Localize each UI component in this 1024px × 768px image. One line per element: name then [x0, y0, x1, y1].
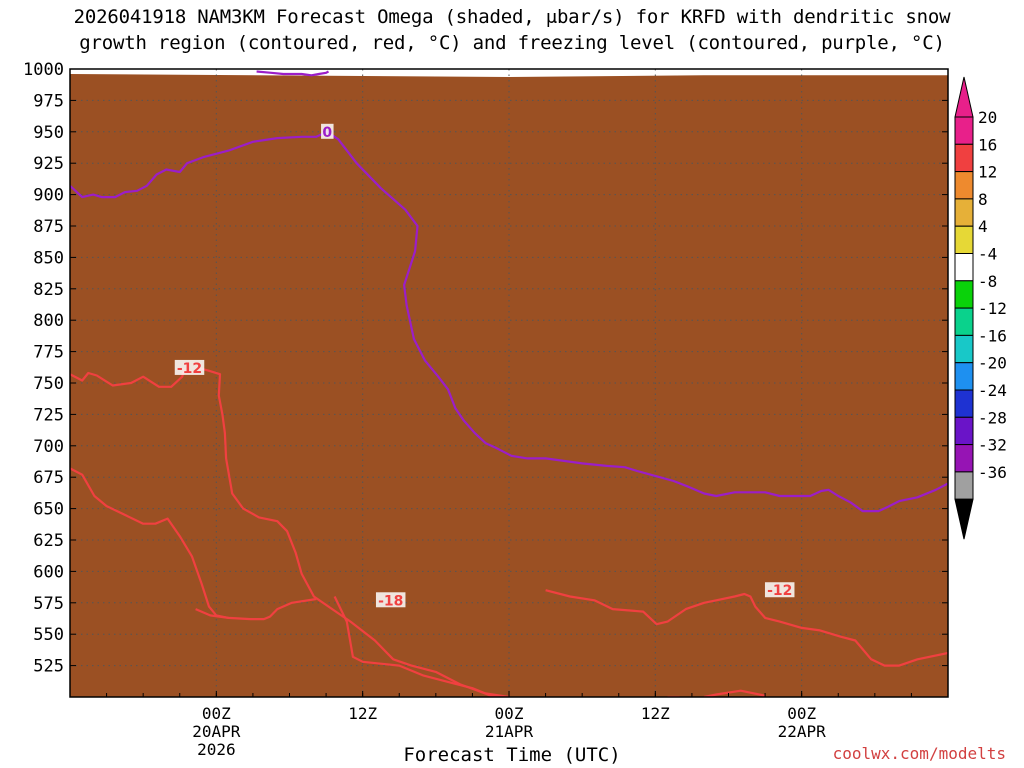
ground-fill	[70, 74, 948, 697]
colorbar-bin	[954, 307, 974, 336]
y-tick-label: 600	[33, 562, 64, 582]
y-tick-label: 725	[33, 405, 64, 425]
colorbar: 20 16 12 8 4 -4 -8 -12 -16 -20 -24 -28 -32 -36	[954, 76, 1007, 540]
contour-line	[70, 130, 948, 513]
x-tick-label: 00Z	[495, 704, 524, 723]
colorbar-bin	[954, 280, 974, 309]
chart-title-line1: 2026041918 NAM3KM Forecast Omega (shaded…	[73, 6, 951, 28]
y-axis-ticks: 525 550 575 600 625 650 675 700 725 750 775 800 825 8…	[23, 60, 948, 677]
contour-line	[70, 367, 186, 388]
colorbar-label: -8	[978, 272, 997, 291]
colorbar-label: -12	[978, 299, 1007, 318]
colorbar-label: 20	[978, 108, 997, 127]
contour-line	[70, 467, 229, 619]
y-tick-label: 550	[33, 625, 64, 645]
colorbar-label: -28	[978, 408, 1007, 427]
y-tick-label: 925	[33, 154, 64, 174]
colorbar-bin	[954, 143, 974, 173]
credit-link[interactable]: coolwx.com/modelts	[832, 744, 1006, 763]
x-axis-label: Forecast Time (UTC)	[403, 744, 621, 766]
colorbar-label: 8	[978, 190, 988, 209]
colorbar-top-arrow	[954, 76, 974, 118]
y-tick-label: 850	[33, 248, 64, 268]
x-tick-label: 12Z	[348, 704, 377, 723]
colorbar-bin	[954, 471, 974, 500]
y-tick-label: 625	[33, 531, 64, 551]
x-tick-label: 00Z	[787, 704, 816, 723]
colorbar-bin	[954, 416, 974, 446]
x-tick-label: 12Z	[641, 704, 670, 723]
y-tick-label: 575	[33, 594, 64, 614]
y-tick-label: 900	[33, 186, 64, 206]
grid-lines	[70, 69, 948, 697]
contour-label-bg	[174, 359, 205, 375]
ground-layer	[70, 74, 948, 697]
x-tick-label: 2026	[197, 740, 236, 759]
colorbar-label: -36	[978, 463, 1007, 482]
colorbar-label: 4	[978, 217, 988, 236]
contour-label-bg	[764, 582, 795, 598]
colorbar-bin	[954, 225, 974, 254]
x-tick-label: 00Z	[202, 704, 231, 723]
contour-label: -12	[767, 583, 792, 599]
y-tick-label: 950	[33, 123, 64, 143]
contour-label-bg	[321, 123, 334, 139]
colorbar-label: 12	[978, 163, 997, 182]
contour-line	[545, 589, 948, 667]
contour-label-bg	[375, 592, 406, 608]
x-tick-label: 21APR	[485, 722, 534, 741]
colorbar-label: 16	[978, 135, 997, 154]
contour-label: 0	[322, 125, 332, 141]
colorbar-bin	[954, 389, 974, 418]
colorbar-bin	[954, 444, 974, 473]
contour-line	[333, 596, 510, 697]
colorbar-label: -32	[978, 436, 1007, 455]
chart-title-line2: growth region (contoured, red, °C) and f…	[79, 32, 945, 54]
colorbar-label: -24	[978, 381, 1007, 400]
colorbar-bin	[954, 334, 974, 364]
contour-label: -12	[177, 361, 202, 377]
contour-lines	[70, 70, 948, 697]
colorbar-bottom-arrow	[954, 498, 974, 540]
y-tick-label: 675	[33, 468, 64, 488]
contour-line	[256, 70, 330, 77]
y-tick-label: 650	[33, 500, 64, 520]
colorbar-bin	[954, 116, 974, 145]
y-tick-label: 875	[33, 217, 64, 237]
colorbar-label: -4	[978, 245, 997, 264]
contour-line	[197, 366, 510, 697]
y-tick-label: 1000	[23, 60, 64, 80]
colorbar-label: -20	[978, 354, 1007, 373]
y-tick-label: 750	[33, 374, 64, 394]
y-tick-label: 525	[33, 657, 64, 677]
y-tick-label: 775	[33, 343, 64, 363]
contour-line	[703, 689, 766, 697]
y-tick-label: 825	[33, 280, 64, 300]
y-tick-label: 800	[33, 311, 64, 331]
x-tick-label: 20APR	[192, 722, 241, 741]
contour-labels: -18 -12 -12 0	[174, 123, 795, 609]
colorbar-label: -16	[978, 326, 1007, 345]
colorbar-bin	[954, 362, 974, 391]
y-tick-label: 975	[33, 91, 64, 111]
colorbar-bin	[954, 171, 974, 200]
contour-label: -18	[378, 593, 403, 609]
x-tick-label: 22APR	[778, 722, 827, 741]
colorbar-bin	[954, 198, 974, 227]
y-tick-label: 700	[33, 437, 64, 457]
colorbar-bin	[954, 253, 974, 282]
